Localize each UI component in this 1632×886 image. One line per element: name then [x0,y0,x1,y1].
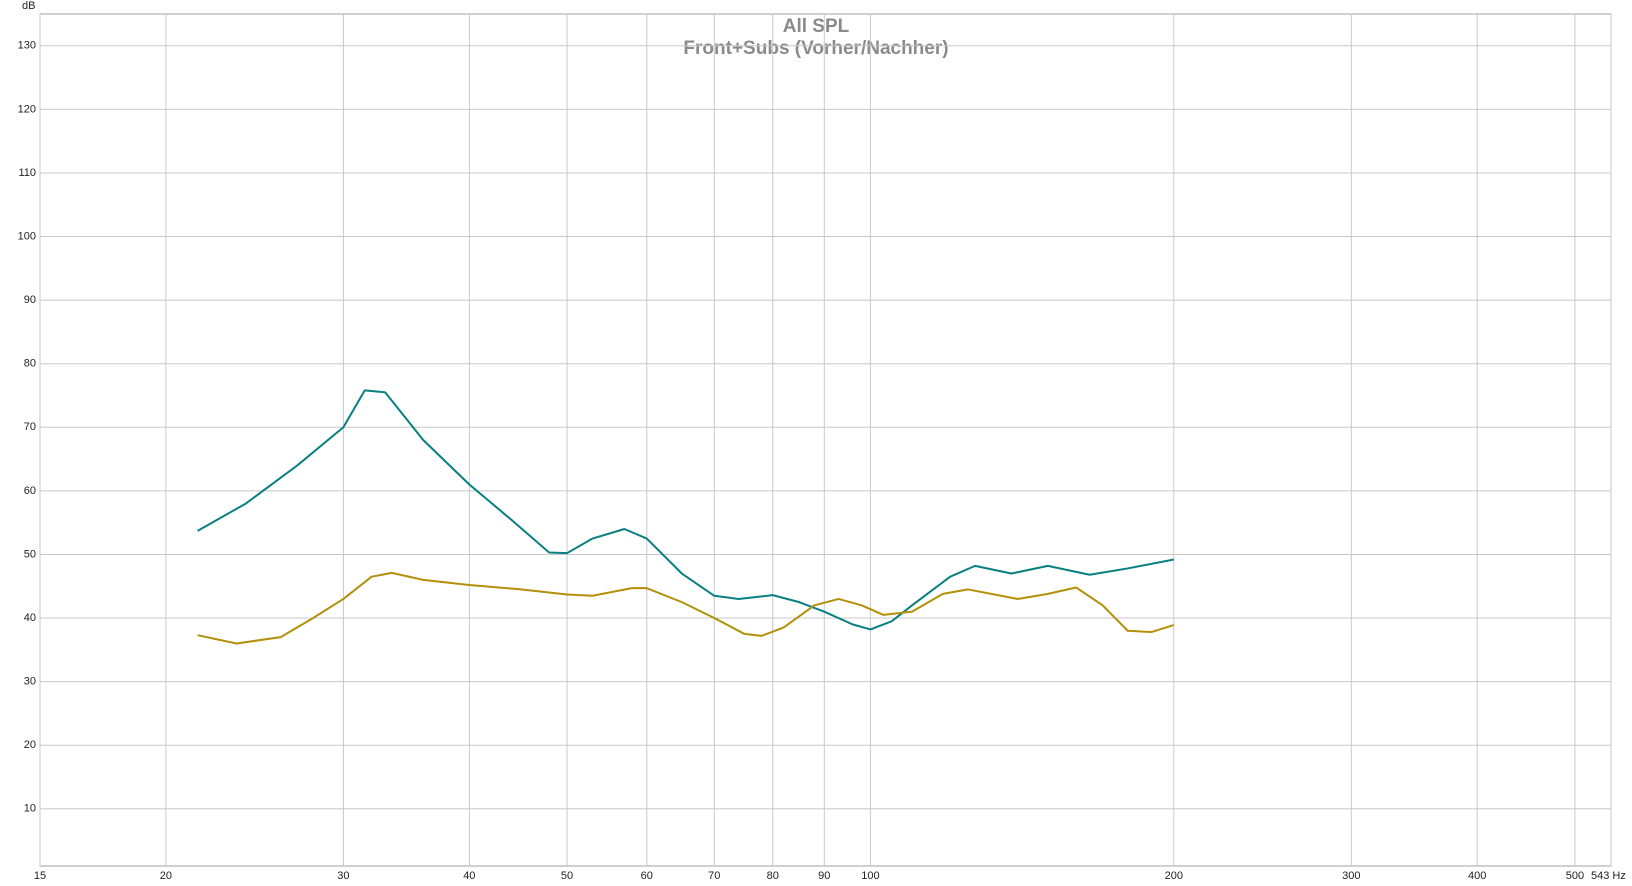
x-tick-label: 40 [463,870,475,882]
y-tick-label: 60 [24,485,36,497]
x-tick-label: 300 [1342,870,1360,882]
y-tick-label: 100 [18,230,36,242]
series-line [197,571,1175,645]
x-tick-label: 15 [34,870,46,882]
y-tick-label: 10 [24,803,36,815]
x-tick-label: 100 [861,870,879,882]
x-tick-label: 80 [767,870,779,882]
x-tick-label: 60 [641,870,653,882]
x-tick-label: 50 [561,870,573,882]
x-tick-label: 20 [160,870,172,882]
y-axis-label: dB [22,0,35,12]
x-tick-label: 90 [818,870,830,882]
y-tick-label: 50 [24,548,36,560]
series-line [197,389,1174,631]
y-tick-label: 20 [24,739,36,751]
x-tick-label: 200 [1165,870,1183,882]
y-tick-label: 40 [24,612,36,624]
y-tick-label: 70 [24,421,36,433]
plot-frame [39,13,1612,867]
y-tick-label: 80 [24,358,36,370]
y-tick-label: 120 [18,103,36,115]
chart-subtitle: Front+Subs (Vorher/Nachher) [683,38,948,59]
y-tick-label: 110 [18,167,36,179]
y-tick-label: 130 [18,40,36,52]
x-tick-label: 400 [1468,870,1486,882]
chart-title: All SPL [783,16,850,37]
x-tick-label: 500 [1566,870,1584,882]
y-tick-label: 30 [24,676,36,688]
x-tick-label: 543 Hz [1591,870,1626,882]
y-tick-label: 90 [24,294,36,306]
x-tick-label: 30 [337,870,349,882]
x-tick-label: 70 [708,870,720,882]
